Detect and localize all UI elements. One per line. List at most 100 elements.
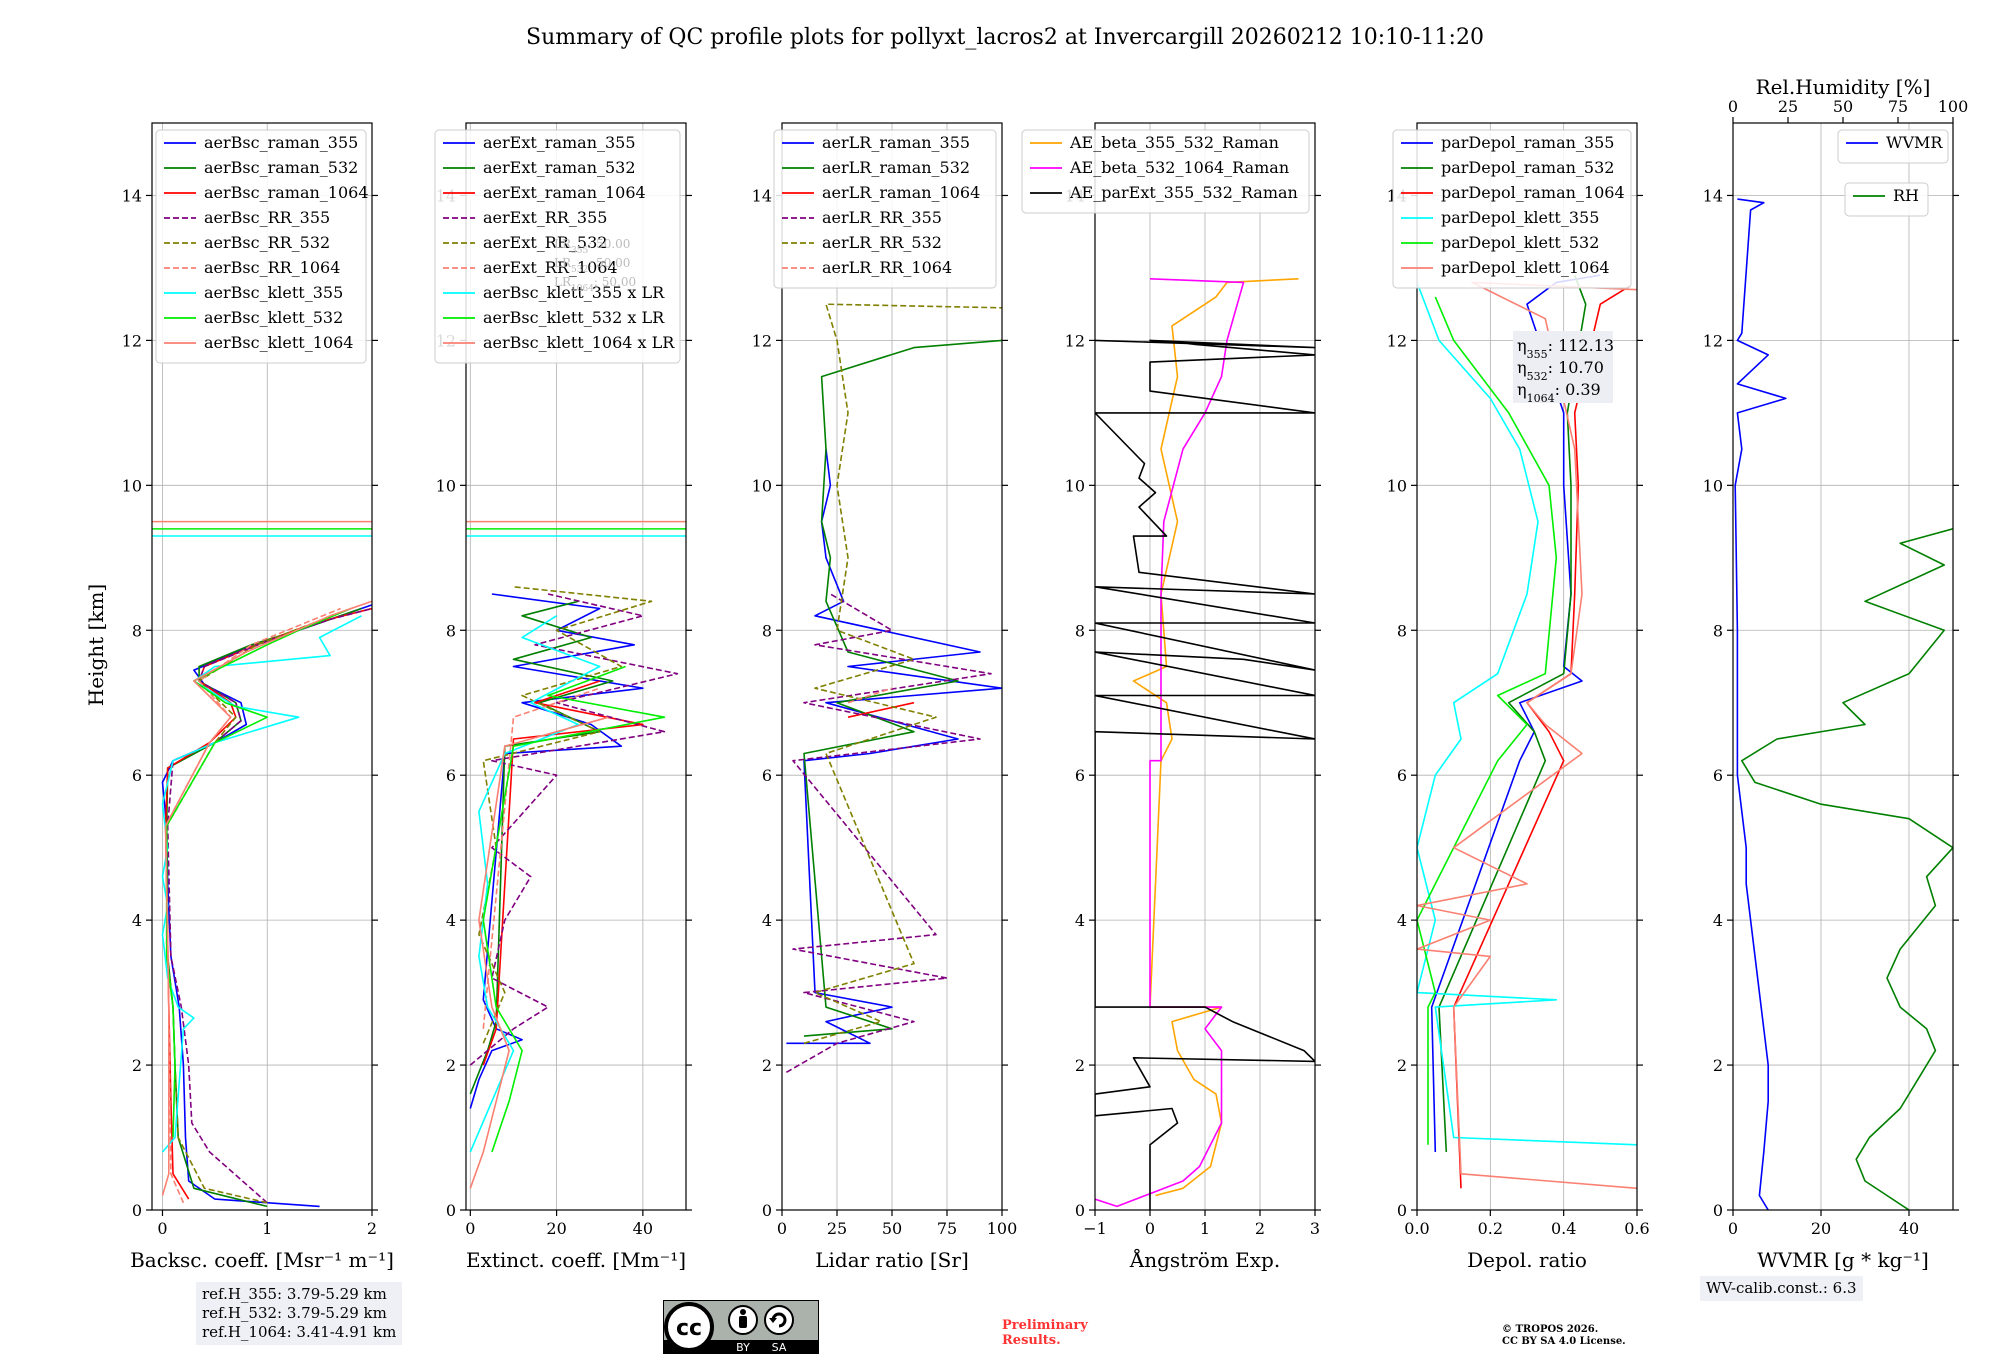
series-line-aerLR_RR_1064: [847, 687, 893, 704]
legend-frame: [773, 129, 997, 289]
legend-label: aerBsc_RR_1064: [204, 258, 340, 277]
series-line-AE_beta_532_1064_Raman: [1095, 278, 1245, 1208]
cc-logo-icon: cc: [664, 1302, 714, 1352]
xtick-label-1: 20: [1811, 1219, 1831, 1238]
xtick-label-2: 2: [367, 1219, 377, 1238]
eta-annotation-box: [1513, 331, 1613, 403]
series-line-aerBsc_klett_532 x LR: [482, 665, 666, 1153]
series-line-aerBsc_klett_1064 x LR: [469, 716, 609, 1189]
series-line-aerExt_RR_355: [469, 593, 679, 1066]
series-line-aerBsc_klett_1064: [161, 600, 372, 1196]
lr-annotation-value-1: : 50.00: [588, 256, 630, 270]
eta-annotation-sub-0: 355: [1527, 348, 1548, 361]
ytick-label-5: 10: [436, 476, 456, 495]
ytick-label-2: 4: [1397, 911, 1407, 930]
plot-area-ext: [466, 520, 686, 1189]
legend-label: aerBsc_klett_1064: [204, 333, 353, 352]
legend-label: aerLR_RR_532: [822, 233, 942, 252]
ref-height-355: ref.H_355: 3.79-5.29 km: [202, 1285, 387, 1303]
series-line-RH: [1741, 528, 1953, 1210]
ytick-label-3: 6: [446, 766, 456, 785]
xtick-label-2: 1: [1200, 1219, 1210, 1238]
legend-frame: [155, 129, 367, 364]
legend-wvmr: WVMR: [1837, 129, 1949, 164]
legend-label: aerLR_RR_355: [822, 208, 942, 227]
top-axis-label: Rel.Humidity [%]: [1756, 75, 1931, 99]
legend-label: aerExt_raman_532: [483, 158, 636, 177]
x-axis-label: Ångström Exp.: [1129, 1247, 1280, 1272]
cc-logo-text: cc: [676, 1316, 702, 1341]
plot-area-bsc: [152, 520, 372, 1208]
legend-label: aerBsc_raman_355: [204, 133, 358, 152]
series-line-aerLR_raman_355: [786, 449, 1002, 1045]
panel-frame: [465, 122, 687, 1211]
series-line-aerExt_raman_1064: [482, 680, 644, 1066]
plot-area-lr: [786, 303, 1002, 1073]
lr-annotation-value-2: : 50.00: [594, 275, 636, 289]
ref-height-532: ref.H_532: 3.79-5.29 km: [202, 1304, 387, 1322]
eta-annotation-value-1: : 10.70: [1548, 358, 1604, 377]
ytick-label-3: 6: [132, 766, 142, 785]
ytick-label-5: 10: [1703, 476, 1723, 495]
series-line-parDepol_klett_1064: [1417, 281, 1637, 1190]
x-axis-label: WVMR [g * kg⁻¹]: [1757, 1248, 1929, 1272]
ytick-label-2: 4: [132, 911, 142, 930]
ytick-label-1: 2: [446, 1056, 456, 1075]
ytick-label-1: 2: [1075, 1056, 1085, 1075]
legend-label: aerExt_RR_355: [483, 208, 607, 227]
legend-frame: [1837, 129, 1949, 164]
legend-label: AE_beta_355_532_Raman: [1069, 133, 1279, 152]
legend-label: parDepol_raman_355: [1441, 133, 1614, 152]
legend-label: aerLR_raman_355: [822, 133, 970, 152]
xtick-label-1: 25: [827, 1219, 847, 1238]
lr-annotation-sub-2: 1064: [571, 284, 594, 294]
legend-label: aerBsc_klett_355: [204, 283, 343, 302]
xtick-label-2: 40: [633, 1219, 653, 1238]
legend-depol: parDepol_raman_355 parDepol_raman_532 parD…: [1392, 129, 1632, 289]
series-line-aerLR_raman_532: [803, 339, 1002, 1037]
xtick-label-1: 0: [1145, 1219, 1155, 1238]
x-axis-label: Depol. ratio: [1467, 1248, 1587, 1272]
xtick-label-0: −1: [1083, 1219, 1107, 1238]
legend-label: aerBsc_klett_355 x LR: [483, 283, 665, 302]
ytick-label-4: 8: [1397, 621, 1407, 640]
ytick-label-2: 4: [446, 911, 456, 930]
legend-label: aerBsc_klett_1064 x LR: [483, 333, 675, 352]
series-line-aerExt_RR_1064: [482, 687, 600, 1029]
top-xtick-label-2: 50: [1833, 97, 1853, 116]
legend-label: aerBsc_klett_532 x LR: [483, 308, 665, 327]
series-line-parDepol_klett_355: [1417, 282, 1637, 1146]
series-line-aerBsc_RR_355: [166, 607, 372, 1204]
preliminary-results-note: Preliminary Results.: [1002, 1318, 1088, 1348]
xtick-label-4: 3: [1310, 1219, 1320, 1238]
xtick-label-3: 75: [937, 1219, 957, 1238]
xtick-label-1: 0.2: [1478, 1219, 1503, 1238]
legend-label: aerExt_RR_1064: [483, 258, 618, 277]
ytick-label-2: 4: [1713, 911, 1723, 930]
xtick-label-1: 20: [546, 1219, 566, 1238]
ytick-label-6: 12: [1387, 331, 1407, 350]
eta-annotation-value-0: : 112.13: [1548, 336, 1614, 355]
preliminary-line-2: Results.: [1002, 1333, 1061, 1348]
ytick-label-0: 0: [1075, 1201, 1085, 1220]
legend-label: aerBsc_klett_532: [204, 308, 343, 327]
xtick-label-0: 0: [1728, 1219, 1738, 1238]
ytick-label-4: 8: [446, 621, 456, 640]
xtick-label-1: 1: [262, 1219, 272, 1238]
panel-ext: 0246810121402040Extinct. coeff. [Mm⁻¹]ae…: [434, 122, 692, 1272]
legend-frame: [1392, 129, 1632, 289]
ytick-label-0: 0: [446, 1201, 456, 1220]
top-xtick-label-3: 75: [1888, 97, 1908, 116]
eta-annotation-value-2: : 0.39: [1555, 380, 1601, 399]
x-axis-label: Extinct. coeff. [Mm⁻¹]: [466, 1248, 686, 1272]
legend-frame: [1021, 129, 1310, 214]
ytick-label-0: 0: [1397, 1201, 1407, 1220]
ytick-label-5: 10: [1065, 476, 1085, 495]
legend-ext: aerExt_raman_355 aerExt_raman_532 aerExt_r…: [434, 129, 681, 364]
legend-label: RH: [1893, 186, 1919, 205]
series-line-aerExt_RR_532: [478, 586, 653, 1044]
ytick-label-2: 4: [1075, 911, 1085, 930]
panel-wv: 0 2 4 6 8 10 12 14 0 20 40 WVMR [g * kg⁻¹] 0 25 50 75 10…: [1703, 75, 1969, 1272]
xtick-label-4: 100: [987, 1219, 1018, 1238]
